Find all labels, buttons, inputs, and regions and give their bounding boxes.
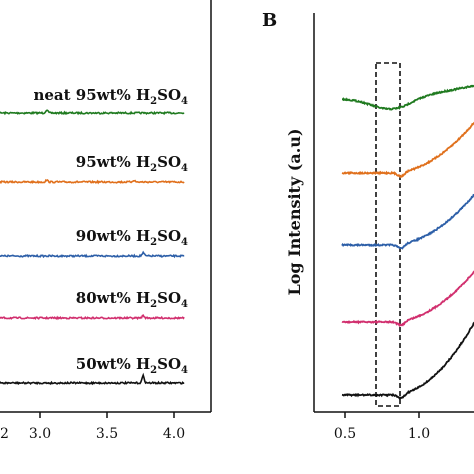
panel-a-series-label: 80wt% H2SO4	[76, 289, 188, 310]
panel-b-series-line	[341, 270, 474, 328]
panel-b-series-line	[341, 193, 474, 250]
panel-b-series-line	[341, 84, 474, 111]
panel-b-y-axis-label: Log Intensity (a.u)	[285, 128, 304, 295]
panel-a-x-tick-label: 4.0	[163, 426, 185, 442]
panel-b-x-tick-label: 1.0	[408, 426, 430, 442]
panel-a-series-line	[0, 109, 185, 116]
panel-a-series-line	[0, 314, 185, 321]
panel-a-x-tick-label: 3.5	[96, 426, 118, 442]
panel-a-series-label: 95wt% H2SO4	[76, 153, 188, 174]
panel-a-x-tick-label-partial: 2	[0, 426, 9, 442]
panel-a-series-labels: neat 95wt% H2SO4 95wt% H2SO4 90wt% H2SO4 80…	[33, 86, 188, 376]
panel-a-x-ticks: 3.0 3.5 4.0 2	[0, 412, 185, 442]
panel-b-series-line	[341, 321, 474, 400]
panel-b-x-ticks: 0.51.01	[334, 412, 430, 442]
panel-a-x-tick-label: 3.0	[29, 426, 51, 442]
panel-a-series-line	[0, 372, 185, 386]
panel-a-series-line	[0, 178, 185, 185]
panel-b: B Log Intensity (a.u) 0.51.01	[262, 10, 474, 442]
panel-a-series-line	[0, 250, 185, 259]
panel-a: 3.0 3.5 4.0 2 neat 95wt% H2SO4 95wt% H2SO4 90…	[0, 0, 212, 442]
panel-a-series	[0, 109, 185, 386]
panel-b-highlight-box	[375, 62, 401, 407]
panel-a-series-label: 90wt% H2SO4	[76, 227, 188, 248]
panel-b-x-tick-label: 0.5	[334, 426, 356, 442]
panel-b-series-line	[341, 121, 474, 179]
panel-b-letter: B	[262, 10, 277, 31]
panel-b-series	[341, 84, 474, 400]
panel-a-series-label: 50wt% H2SO4	[76, 355, 188, 376]
panel-a-series-label: neat 95wt% H2SO4	[33, 86, 188, 107]
